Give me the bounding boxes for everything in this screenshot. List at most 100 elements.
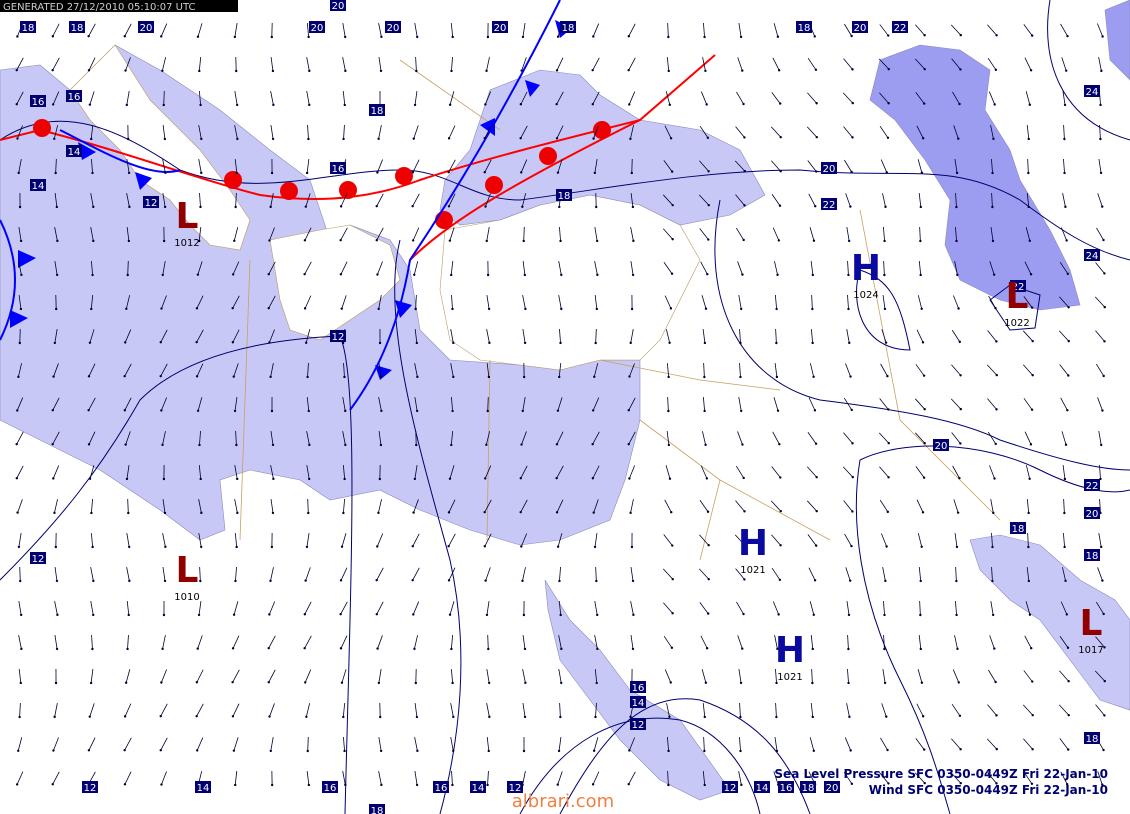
wind-arrow-head (270, 171, 274, 175)
wind-arrow (196, 363, 204, 377)
wind-arrow-head (776, 409, 780, 412)
wind-arrow (232, 669, 240, 683)
wind-arrow (90, 669, 94, 683)
wind-arrow-head (560, 647, 563, 651)
wind-arrow (199, 90, 201, 106)
wind-arrow-head (1067, 306, 1070, 309)
wind-arrow-head (627, 782, 630, 786)
wind-arrow (235, 430, 237, 446)
isobar (855, 459, 951, 814)
wind-arrow (522, 295, 526, 309)
wind-arrow (448, 567, 456, 581)
wind-arrow-head (90, 307, 93, 311)
wind-arrow-head (1027, 205, 1030, 209)
wind-arrow (88, 737, 96, 751)
wind-arrow (700, 635, 708, 649)
wind-arrow (1096, 227, 1104, 241)
wind-arrow-head (1063, 545, 1066, 549)
wind-arrow-head (706, 136, 710, 140)
wind-arrow-head (411, 204, 414, 208)
wind-arrow-head (16, 35, 19, 38)
wind-arrow (846, 329, 850, 343)
wind-arrow-head (958, 340, 962, 344)
wind-arrow-head (1067, 713, 1070, 717)
wind-arrow-head (776, 647, 779, 651)
wind-arrow-head (923, 441, 926, 445)
wind-arrow (918, 634, 922, 650)
wind-arrow (270, 465, 274, 479)
wind-arrow (340, 227, 348, 241)
wind-arrow (16, 57, 24, 71)
wind-arrow (918, 260, 922, 276)
wind-arrow-head (376, 171, 379, 174)
wind-arrow (772, 431, 780, 445)
center-pressure: 1021 (777, 672, 802, 683)
wind-arrow-head (923, 34, 926, 37)
wind-arrow-head (629, 341, 632, 345)
wind-arrow (305, 703, 311, 717)
wind-arrow-head (849, 375, 852, 378)
wind-arrow (556, 465, 564, 479)
wind-arrow (19, 702, 21, 718)
wind-arrow (955, 192, 957, 208)
wind-arrow-head (519, 510, 522, 514)
wind-arrow (234, 91, 238, 105)
wind-arrow-head (160, 35, 163, 38)
wind-arrow-head (994, 680, 997, 684)
wind-arrow-head (196, 35, 200, 38)
wind-arrow-head (556, 545, 560, 548)
wind-arrow-head (128, 205, 131, 209)
wind-arrow (376, 567, 384, 581)
wind-arrow (771, 194, 781, 206)
wind-arrow-head (777, 613, 780, 616)
wind-arrow-head (231, 273, 235, 276)
wind-arrow-head (669, 137, 673, 140)
wind-arrow (415, 294, 417, 310)
wind-arrow-head (560, 273, 563, 277)
wind-arrow (630, 125, 634, 139)
isobar-label: 14 (632, 698, 645, 709)
wind-arrow (558, 600, 562, 616)
wind-arrow (1098, 533, 1102, 547)
wind-arrow (737, 57, 743, 71)
wind-arrow (162, 635, 166, 649)
wind-arrow-head (125, 477, 129, 481)
wind-arrow-head (778, 442, 781, 446)
wind-arrow-head (451, 307, 454, 311)
wind-arrow (197, 635, 203, 649)
wind-arrow-head (886, 510, 890, 514)
wind-arrow-head (17, 171, 20, 175)
wind-arrow (698, 568, 710, 580)
wind-arrow (376, 227, 384, 241)
wind-arrow (1095, 262, 1105, 274)
wind-arrow-head (199, 205, 202, 209)
wind-arrow-head (303, 239, 307, 242)
wind-arrow (558, 737, 562, 751)
wind-arrow (52, 23, 60, 37)
wind-arrow-head (884, 341, 888, 344)
wind-arrow (52, 465, 60, 479)
wind-arrow-head (376, 647, 379, 650)
wind-arrow (1059, 364, 1069, 376)
wind-arrow (413, 261, 419, 275)
wind-arrow-head (558, 205, 561, 209)
wind-arrow (558, 669, 562, 683)
wind-arrow-head (667, 443, 671, 447)
wind-arrow-head (739, 749, 742, 753)
wind-arrow (882, 567, 886, 581)
wind-arrow (701, 669, 707, 683)
wind-arrow-head (628, 103, 631, 106)
wind-arrow (449, 227, 455, 241)
wind-arrow (91, 260, 93, 276)
wind-arrow-head (448, 239, 452, 242)
wind-arrow-head (1028, 239, 1031, 242)
wind-arrow (451, 770, 453, 786)
wind-arrow-head (883, 647, 886, 651)
wind-arrow-head (159, 714, 162, 718)
wind-arrow (270, 431, 274, 445)
wind-arrow-head (992, 273, 996, 276)
wind-arrow (487, 396, 489, 412)
wind-arrow-head (451, 35, 454, 39)
wind-arrow (197, 23, 203, 37)
wind-arrow-head (199, 103, 202, 107)
